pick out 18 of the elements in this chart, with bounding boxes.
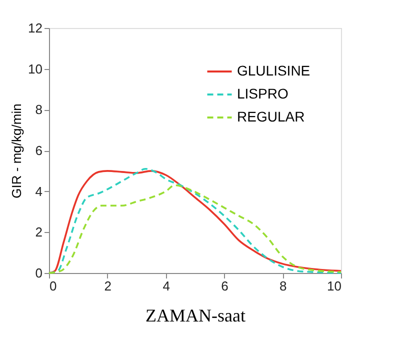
x-tick-label: 4 — [162, 278, 170, 294]
legend-label: REGULAR — [237, 108, 305, 124]
y-tick-label: 10 — [28, 61, 42, 76]
y-tick-label: 6 — [35, 143, 42, 158]
x-axis-title: ZAMAN-saat — [146, 306, 246, 326]
x-tick-label: 10 — [327, 278, 342, 294]
legend-label: GLULISINE — [237, 62, 310, 78]
x-tick-label: 2 — [104, 278, 112, 294]
y-tick-label: 2 — [35, 224, 42, 240]
y-tick-label: 8 — [35, 102, 42, 118]
y-tick-label: 0 — [35, 266, 42, 280]
x-tick-label: 6 — [221, 278, 228, 294]
y-tick-label: 12 — [28, 20, 42, 36]
x-tick-label: 0 — [50, 278, 57, 294]
x-tick-label: 8 — [279, 278, 287, 294]
legend-label: LISPRO — [237, 86, 288, 102]
y-axis-title: GIR - mg/kg/min — [9, 104, 24, 198]
y-tick-label: 4 — [35, 184, 42, 199]
